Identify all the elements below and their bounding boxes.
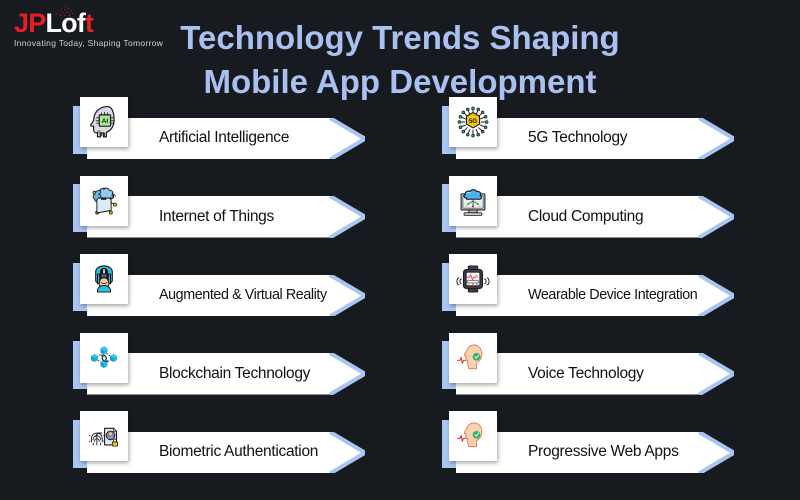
svg-text:5G: 5G: [468, 118, 476, 125]
svg-text:AI: AI: [101, 118, 108, 125]
